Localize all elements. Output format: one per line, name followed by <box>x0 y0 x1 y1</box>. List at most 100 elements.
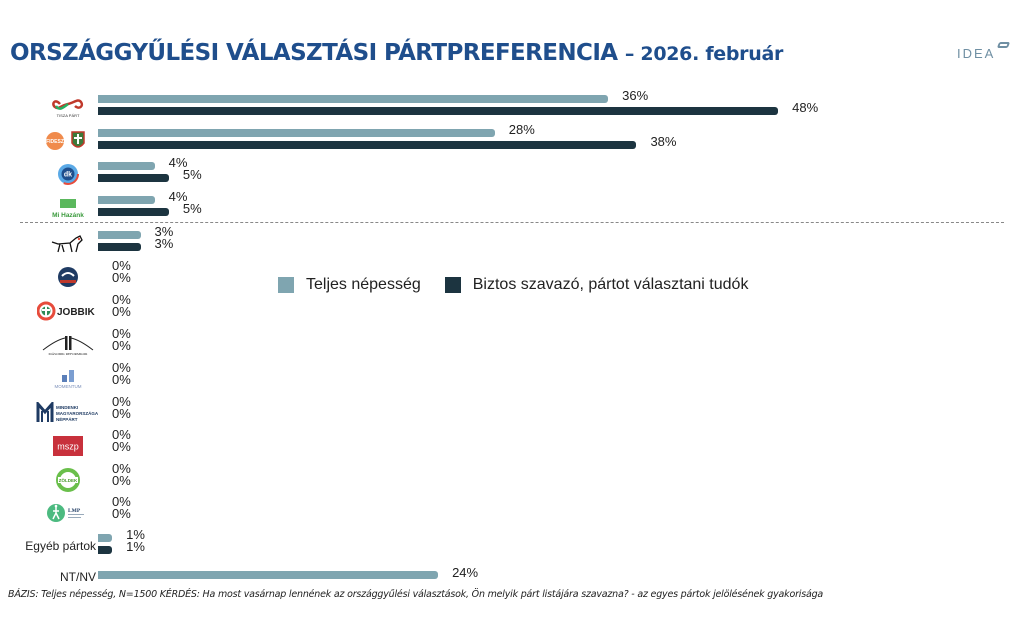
bar-total-population <box>98 129 495 137</box>
value-label-total: 4% <box>168 189 188 204</box>
value-label-certain: 48% <box>792 100 819 115</box>
momentum-logo-icon: MOMENTUM <box>20 364 116 394</box>
chart-row: NT/NV 24% <box>0 562 1024 592</box>
idea-logo-text: IDEA <box>957 46 996 61</box>
value-label-total: 0% <box>112 427 131 442</box>
svg-text:JOBBIK: JOBBIK <box>57 307 96 318</box>
chart-row: JOBBIK 0% 0% <box>0 292 1024 326</box>
chart-row: MINDENKI MAGYARORSZÁGA NÉPPÁRT 0% 0% <box>0 394 1024 428</box>
legend-label: Teljes népesség <box>306 276 421 293</box>
dk-logo-icon: dk <box>20 159 116 189</box>
svg-text:MÁSODIK REFORMKOR: MÁSODIK REFORMKOR <box>49 351 89 356</box>
title-date: – 2026. február <box>624 43 784 65</box>
bar-total-population <box>98 231 141 239</box>
dashed-separator <box>20 222 1004 223</box>
svg-text:Mi Hazánk: Mi Hazánk <box>52 212 84 219</box>
value-label-certain: 0% <box>112 439 131 454</box>
value-label-total: 4% <box>168 155 188 170</box>
bar-total-population <box>98 534 113 542</box>
svg-text:MOMENTUM: MOMENTUM <box>55 384 82 389</box>
svg-text:FIDESZ: FIDESZ <box>46 139 64 145</box>
svg-text:MINDENKI: MINDENKI <box>56 405 78 410</box>
value-label-total: 28% <box>508 122 535 137</box>
row-label: Egyéb pártok <box>0 531 96 561</box>
idea-logo: IDEA <box>957 42 1011 61</box>
value-label-total: 0% <box>112 292 131 307</box>
value-label-certain: 0% <box>112 372 131 387</box>
footnote: BÁZIS: Teljes népesség, N=1500 KÉRDÉS: H… <box>8 589 824 600</box>
chart-row: ZÖLDEK 0% 0% <box>0 461 1024 495</box>
legend-label: Biztos szavazó, pártot választani tudók <box>472 276 749 293</box>
svg-text:NÉPPÁRT: NÉPPÁRT <box>56 415 78 422</box>
value-label-total: 24% <box>452 565 479 580</box>
mi-hazank-logo-icon: Mi Hazánk <box>20 193 116 223</box>
value-label-total: 0% <box>112 461 131 476</box>
bar-total-population <box>98 571 439 579</box>
value-label-total: 3% <box>154 224 174 239</box>
page-title: ORSZÁGGYŰLÉSI VÁLASZTÁSI PÁRTPREFERENCIA… <box>10 40 783 66</box>
chart-legend: Teljes népesség Biztos szavazó, pártot v… <box>278 276 772 294</box>
chart-row: 0% 0% <box>0 258 1024 292</box>
svg-text:MAGYARORSZÁGA: MAGYARORSZÁGA <box>56 410 99 416</box>
jobbik-logo-icon: JOBBIK <box>20 296 116 326</box>
masodik-reformkor-logo-icon: MÁSODIK REFORMKOR <box>20 330 116 360</box>
bar-total-population <box>98 95 609 103</box>
chart-row: dk 4% 5% <box>0 155 1024 189</box>
tisza-part-logo-icon: TISZA PÁRT <box>20 92 116 122</box>
bar-certain-voters <box>98 141 637 149</box>
chart-row: mszp 0% 0% <box>0 427 1024 461</box>
value-label-certain: 1% <box>126 539 145 554</box>
row-label: NT/NV <box>0 562 96 592</box>
legend-item-total: Teljes népesség <box>278 276 421 294</box>
idea-logo-mark-icon <box>997 42 1011 48</box>
chart-row: TISZA PÁRT 36% 48% <box>0 88 1024 122</box>
bar-certain-voters <box>98 243 141 251</box>
chart-row: LMP 0% 0% <box>0 494 1024 528</box>
value-label-certain: 0% <box>112 406 131 421</box>
zoldek-logo-icon: ZÖLDEK <box>20 465 116 495</box>
value-label-total: 0% <box>112 494 131 509</box>
value-label-certain: 5% <box>182 167 202 182</box>
bar-certain-voters <box>98 208 169 216</box>
svg-text:dk: dk <box>64 172 72 179</box>
chart-row: Mi Hazánk 4% 5% <box>0 189 1024 223</box>
value-label-certain: 3% <box>154 236 174 251</box>
svg-text:TISZA PÁRT: TISZA PÁRT <box>57 113 80 118</box>
value-label-total: 0% <box>112 394 131 409</box>
value-label-total: 36% <box>622 88 649 103</box>
value-label-certain: 0% <box>112 270 131 285</box>
value-label-total: 1% <box>126 527 145 542</box>
value-label-certain: 5% <box>182 201 202 216</box>
row-label-text: Egyéb pártok <box>25 539 96 553</box>
value-label-certain: 0% <box>112 506 131 521</box>
chart-row: Egyéb pártok 1% 1% <box>0 527 1024 561</box>
value-label-certain: 38% <box>650 134 677 149</box>
chart-row: MÁSODIK REFORMKOR 0% 0% <box>0 326 1024 360</box>
munkaspart-logo-icon <box>20 262 116 292</box>
chart-row: MOMENTUM 0% 0% <box>0 360 1024 394</box>
bar-certain-voters <box>98 174 169 182</box>
bar-certain-voters <box>98 107 779 115</box>
svg-text:ZÖLDEK: ZÖLDEK <box>59 477 78 483</box>
title-main: ORSZÁGGYŰLÉSI VÁLASZTÁSI PÁRTPREFERENCIA <box>10 40 618 66</box>
value-label-total: 0% <box>112 258 131 273</box>
value-label-certain: 0% <box>112 304 131 319</box>
svg-text:mszp: mszp <box>57 442 79 452</box>
bar-total-population <box>98 162 155 170</box>
mkkp-dog-logo-icon <box>20 228 116 258</box>
svg-text:LMP: LMP <box>68 508 81 514</box>
chart-row: 3% 3% <box>0 224 1024 258</box>
lmp-logo-icon: LMP <box>20 498 116 528</box>
mszp-logo-icon: mszp <box>20 431 116 461</box>
legend-item-certain-voters: Biztos szavazó, pártot választani tudók <box>444 276 749 294</box>
chart-row: FIDESZ 28% 38% <box>0 122 1024 156</box>
bar-total-population <box>98 196 155 204</box>
row-label-text: NT/NV <box>60 570 96 584</box>
value-label-total: 0% <box>112 326 131 341</box>
legend-swatch-light-icon <box>278 277 294 293</box>
value-label-total: 0% <box>112 360 131 375</box>
value-label-certain: 0% <box>112 338 131 353</box>
legend-swatch-dark-icon <box>444 277 461 293</box>
mmn-logo-icon: MINDENKI MAGYARORSZÁGA NÉPPÁRT <box>20 398 116 428</box>
bar-certain-voters <box>98 546 113 554</box>
